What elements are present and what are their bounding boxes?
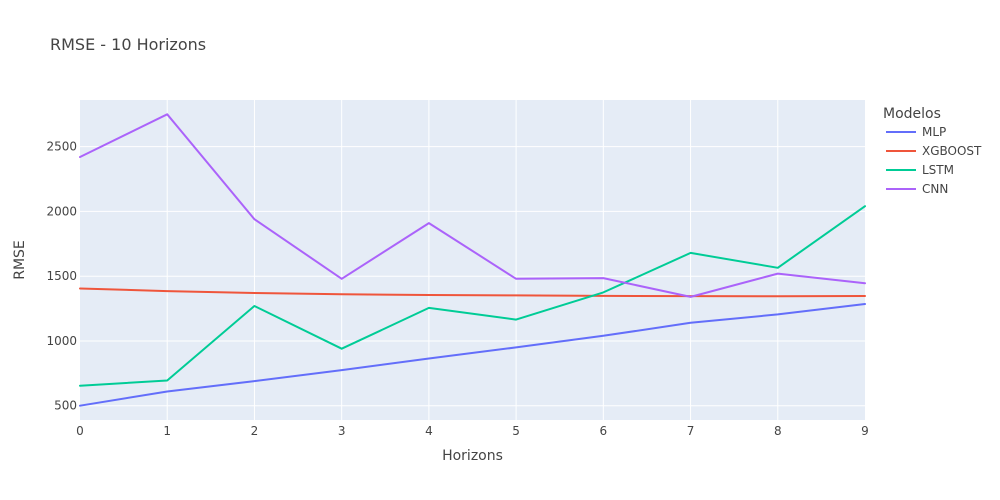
legend-label: CNN bbox=[922, 182, 948, 196]
x-tick-label: 8 bbox=[774, 424, 782, 438]
x-tick-label: 4 bbox=[425, 424, 433, 438]
legend-title: Modelos bbox=[883, 106, 941, 122]
y-gridlines bbox=[80, 146, 865, 407]
x-tick-label: 6 bbox=[600, 424, 608, 438]
series-line-cnn[interactable] bbox=[79, 113, 866, 298]
x-tick-label: 7 bbox=[687, 424, 695, 438]
legend-item-mlp[interactable]: MLP bbox=[886, 125, 946, 139]
legend-label: MLP bbox=[922, 125, 946, 139]
y-tick-labels: 500 1000 1500 2000 2500 bbox=[46, 140, 77, 413]
y-tick-label: 500 bbox=[54, 399, 77, 413]
x-tick-label: 1 bbox=[163, 424, 171, 438]
series-line-xgboost[interactable] bbox=[79, 287, 866, 298]
chart-title: RMSE - 10 Horizons bbox=[50, 35, 206, 54]
x-tick-label: 2 bbox=[251, 424, 259, 438]
series-lines bbox=[79, 113, 866, 407]
x-tick-label: 0 bbox=[76, 424, 84, 438]
y-axis-title: RMSE bbox=[12, 240, 28, 280]
y-tick-label: 2500 bbox=[46, 140, 77, 154]
x-tick-label: 5 bbox=[512, 424, 520, 438]
legend-item-cnn[interactable]: CNN bbox=[886, 182, 948, 196]
series-line-mlp[interactable] bbox=[79, 303, 866, 407]
x-gridlines bbox=[166, 100, 779, 420]
x-axis-title: Horizons bbox=[442, 448, 503, 464]
y-tick-label: 1000 bbox=[46, 334, 77, 348]
legend-item-lstm[interactable]: LSTM bbox=[886, 163, 954, 177]
x-tick-labels: 0 1 2 3 4 5 6 7 8 9 bbox=[76, 424, 869, 438]
y-tick-label: 1500 bbox=[46, 269, 77, 283]
series-line-lstm[interactable] bbox=[79, 205, 866, 387]
legend-label: XGBOOST bbox=[922, 144, 982, 158]
y-tick-label: 2000 bbox=[46, 204, 77, 218]
plot-area bbox=[80, 100, 865, 420]
x-tick-label: 3 bbox=[338, 424, 346, 438]
x-tick-label: 9 bbox=[861, 424, 869, 438]
legend[interactable]: Modelos MLP XGBOOST LSTM CNN bbox=[883, 106, 982, 196]
legend-item-xgboost[interactable]: XGBOOST bbox=[886, 144, 982, 158]
legend-label: LSTM bbox=[922, 163, 954, 177]
